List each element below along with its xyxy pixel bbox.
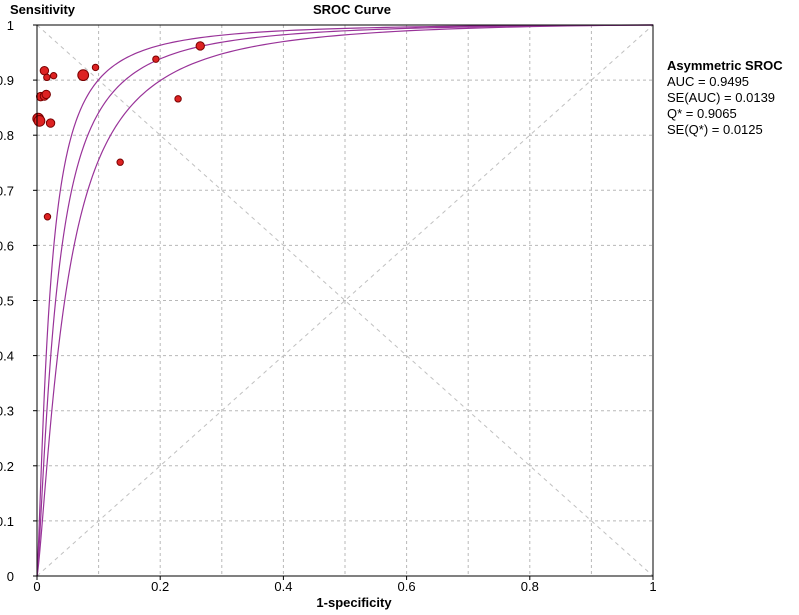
study-point — [195, 41, 205, 51]
y-tick-label: 0.7 — [0, 183, 14, 198]
y-tick-label: 0.3 — [0, 404, 14, 419]
y-axis-label: Sensitivity — [10, 2, 76, 17]
study-point — [39, 66, 50, 76]
diagonal-lines — [36, 24, 654, 577]
x-tick-label: 0 — [33, 579, 40, 594]
study-point — [43, 73, 51, 82]
study-point — [33, 114, 46, 127]
study-point — [41, 89, 51, 100]
study-point — [91, 63, 100, 72]
x-tick-label: 0.2 — [151, 579, 169, 594]
se-q-star-value: SE(Q*) = 0.0125 — [667, 122, 763, 137]
study-point — [152, 55, 160, 63]
study-point — [49, 71, 58, 80]
x-tick-label: 0.8 — [521, 579, 539, 594]
tick-labels: 0 0.2 0.4 0.6 0.8 1 0 0.1 0.2 0.3 0.4 0.5 0.6 0.7 0.8 0… — [0, 18, 657, 594]
grid — [37, 25, 653, 576]
y-tick-label: 0.1 — [0, 514, 14, 529]
y-tick-label: 1 — [7, 18, 14, 33]
chart-title: SROC Curve — [313, 2, 391, 17]
x-tick-label: 1 — [649, 579, 656, 594]
x-tick-label: 0.4 — [274, 579, 292, 594]
study-point — [174, 95, 182, 103]
stats-panel: Asymmetric SROC AUC = 0.9495 SE(AUC) = 0… — [667, 58, 783, 138]
study-point — [116, 158, 124, 166]
y-tick-label: 0.5 — [0, 294, 14, 309]
chance-line — [36, 24, 654, 577]
y-tick-label: 0.9 — [0, 73, 14, 88]
auc-value: AUC = 0.9495 — [667, 74, 750, 89]
study-points — [32, 41, 205, 221]
study-point — [45, 118, 56, 128]
y-tick-label: 0.8 — [0, 128, 14, 143]
y-tick-label: 0.2 — [0, 459, 14, 474]
plot-frame — [33, 24, 654, 580]
study-point — [77, 69, 90, 82]
x-axis-label: 1-specificity — [316, 595, 392, 610]
se-auc-value: SE(AUC) = 0.0139 — [667, 90, 776, 105]
y-tick-label: 0.6 — [0, 238, 14, 253]
study-point — [43, 213, 52, 221]
symmetry-line — [36, 24, 654, 577]
y-tick-label: 0 — [7, 569, 14, 584]
x-tick-label: 0.6 — [398, 579, 416, 594]
stats-heading: Asymmetric SROC — [667, 58, 783, 73]
y-tick-label: 0.4 — [0, 349, 14, 364]
q-star-value: Q* = 0.9065 — [667, 106, 737, 121]
